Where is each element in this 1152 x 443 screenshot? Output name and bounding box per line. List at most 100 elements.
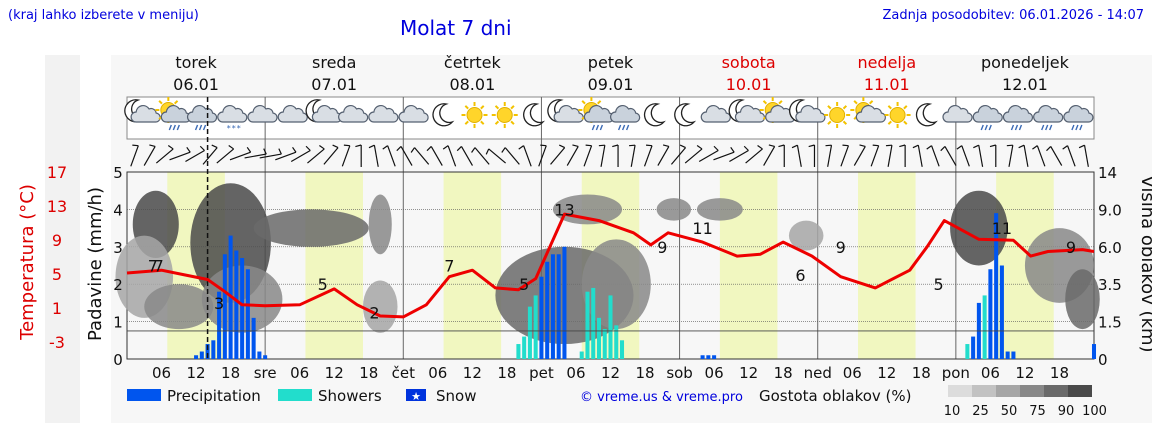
precip-bar (1091, 344, 1097, 359)
cloud-icon (277, 104, 308, 123)
wind-barb (870, 144, 880, 167)
wind-barb (143, 144, 156, 166)
cloud-blob (950, 190, 1008, 266)
wind-barb (899, 144, 906, 167)
snow-star-icon: ★ (411, 390, 421, 403)
temperature-label: 5 (318, 275, 328, 294)
cloud-icon (942, 104, 973, 123)
cloud-legend-swatch (972, 385, 996, 397)
day-date: 07.01 (311, 75, 357, 94)
cloud-icon (398, 104, 429, 123)
cloud-legend-level: 90 (1058, 404, 1075, 419)
wind-barb (485, 148, 506, 164)
precip-tick-label: 4 (113, 201, 123, 219)
menu-hint: (kraj lahko izberete v meniju) (8, 8, 199, 23)
cloud-rain-icon (1063, 104, 1094, 131)
x-tick-label: 12 (739, 364, 758, 382)
wind-barb (745, 144, 763, 164)
wind-barb (926, 145, 940, 167)
sun-icon (491, 102, 518, 128)
cloud-icon (338, 104, 369, 123)
precip-bar (527, 306, 532, 359)
cloud-blob (581, 239, 651, 330)
precip-bar (619, 340, 625, 359)
precip-bar (591, 287, 596, 359)
svg-text:*: * (237, 124, 241, 133)
day-name: torek (175, 53, 217, 72)
precip-axis-title: Padavine (mm/h) (85, 187, 106, 341)
precip-bar (556, 254, 561, 359)
x-tick-label: 12 (325, 364, 344, 382)
wind-barb (456, 146, 473, 166)
wind-barb (808, 144, 816, 167)
temperature-axis-title: Temperatura (°C) (17, 184, 38, 341)
wind-barb (885, 144, 893, 167)
cloud-height-tick-label: 1.5 (1098, 314, 1122, 332)
precip-bar (712, 355, 717, 359)
wind-barb (518, 145, 532, 167)
x-tick-label: 06 (290, 364, 309, 382)
wind-barb (713, 146, 735, 161)
cloud-snow-icon: * * * (217, 104, 248, 133)
wind-barb (538, 144, 547, 167)
precip-tick-label: 3 (113, 239, 123, 257)
wind-barb (657, 144, 670, 166)
x-tick-label: 18 (912, 364, 931, 382)
wind-barb (583, 144, 593, 167)
x-tick-label: 18 (221, 364, 240, 382)
cloud-height-tick-label: 14 (1098, 164, 1117, 182)
wind-barb (729, 145, 749, 163)
legend-showers-swatch (278, 389, 312, 401)
day-date: 09.01 (588, 75, 634, 94)
wind-barb (244, 148, 267, 159)
precip-bar (257, 351, 262, 359)
temperature-axis-panel (45, 55, 80, 423)
temperature-label: 5 (519, 275, 529, 294)
x-tick-label: 18 (359, 364, 378, 382)
precip-bar (585, 291, 590, 359)
wind-barb (185, 145, 205, 163)
wind-barb (229, 146, 252, 161)
day-name: sreda (312, 53, 356, 72)
x-tick-label: 12 (601, 364, 620, 382)
precip-bar (706, 355, 711, 359)
precip-bar (614, 325, 619, 359)
precip-bar (522, 336, 527, 359)
x-tick-label: ned (804, 364, 832, 382)
cloud-legend-level: 50 (1001, 404, 1018, 419)
wind-barb (1006, 144, 1014, 167)
wind-barb (840, 144, 850, 167)
credits: © vreme.us & vreme.pro (580, 390, 743, 405)
moon-cloud-icon (305, 99, 343, 123)
x-tick-label: 12 (877, 364, 896, 382)
precip-bar (245, 269, 250, 359)
wind-barb (1018, 144, 1029, 167)
wind-barb (410, 147, 430, 165)
wind-barb (912, 144, 923, 167)
wind-barb (442, 145, 457, 167)
wind-barb (396, 146, 413, 166)
x-tick-label: 06 (843, 364, 862, 382)
precip-bar (516, 344, 521, 359)
cloud-height-axis-title: Višina oblakov (km) (1137, 175, 1152, 352)
precip-bar (1005, 351, 1010, 359)
cloud-legend-title: Gostota oblakov (%) (759, 387, 912, 405)
temperature-label: 6 (795, 266, 805, 285)
precip-tick-label: 5 (113, 164, 123, 182)
legend-snow-swatch (406, 389, 426, 401)
cloud-legend-swatch (1044, 385, 1068, 397)
wind-barb (612, 144, 619, 167)
cloud-icon (700, 104, 731, 123)
wind-barb (323, 144, 339, 165)
precip-bar (194, 355, 199, 359)
cloud-blob (1065, 269, 1100, 330)
x-tick-label: sre (254, 364, 277, 382)
sun-cloud-rain-icon (155, 97, 191, 131)
wind-barb (791, 144, 802, 167)
cloud-legend-swatch (1068, 385, 1092, 397)
cloud-legend-swatch (1020, 385, 1044, 397)
precip-bar (982, 295, 987, 359)
day-name: petek (588, 53, 634, 72)
temperature-tick-label: 9 (52, 231, 62, 250)
daylight-band (858, 172, 916, 359)
